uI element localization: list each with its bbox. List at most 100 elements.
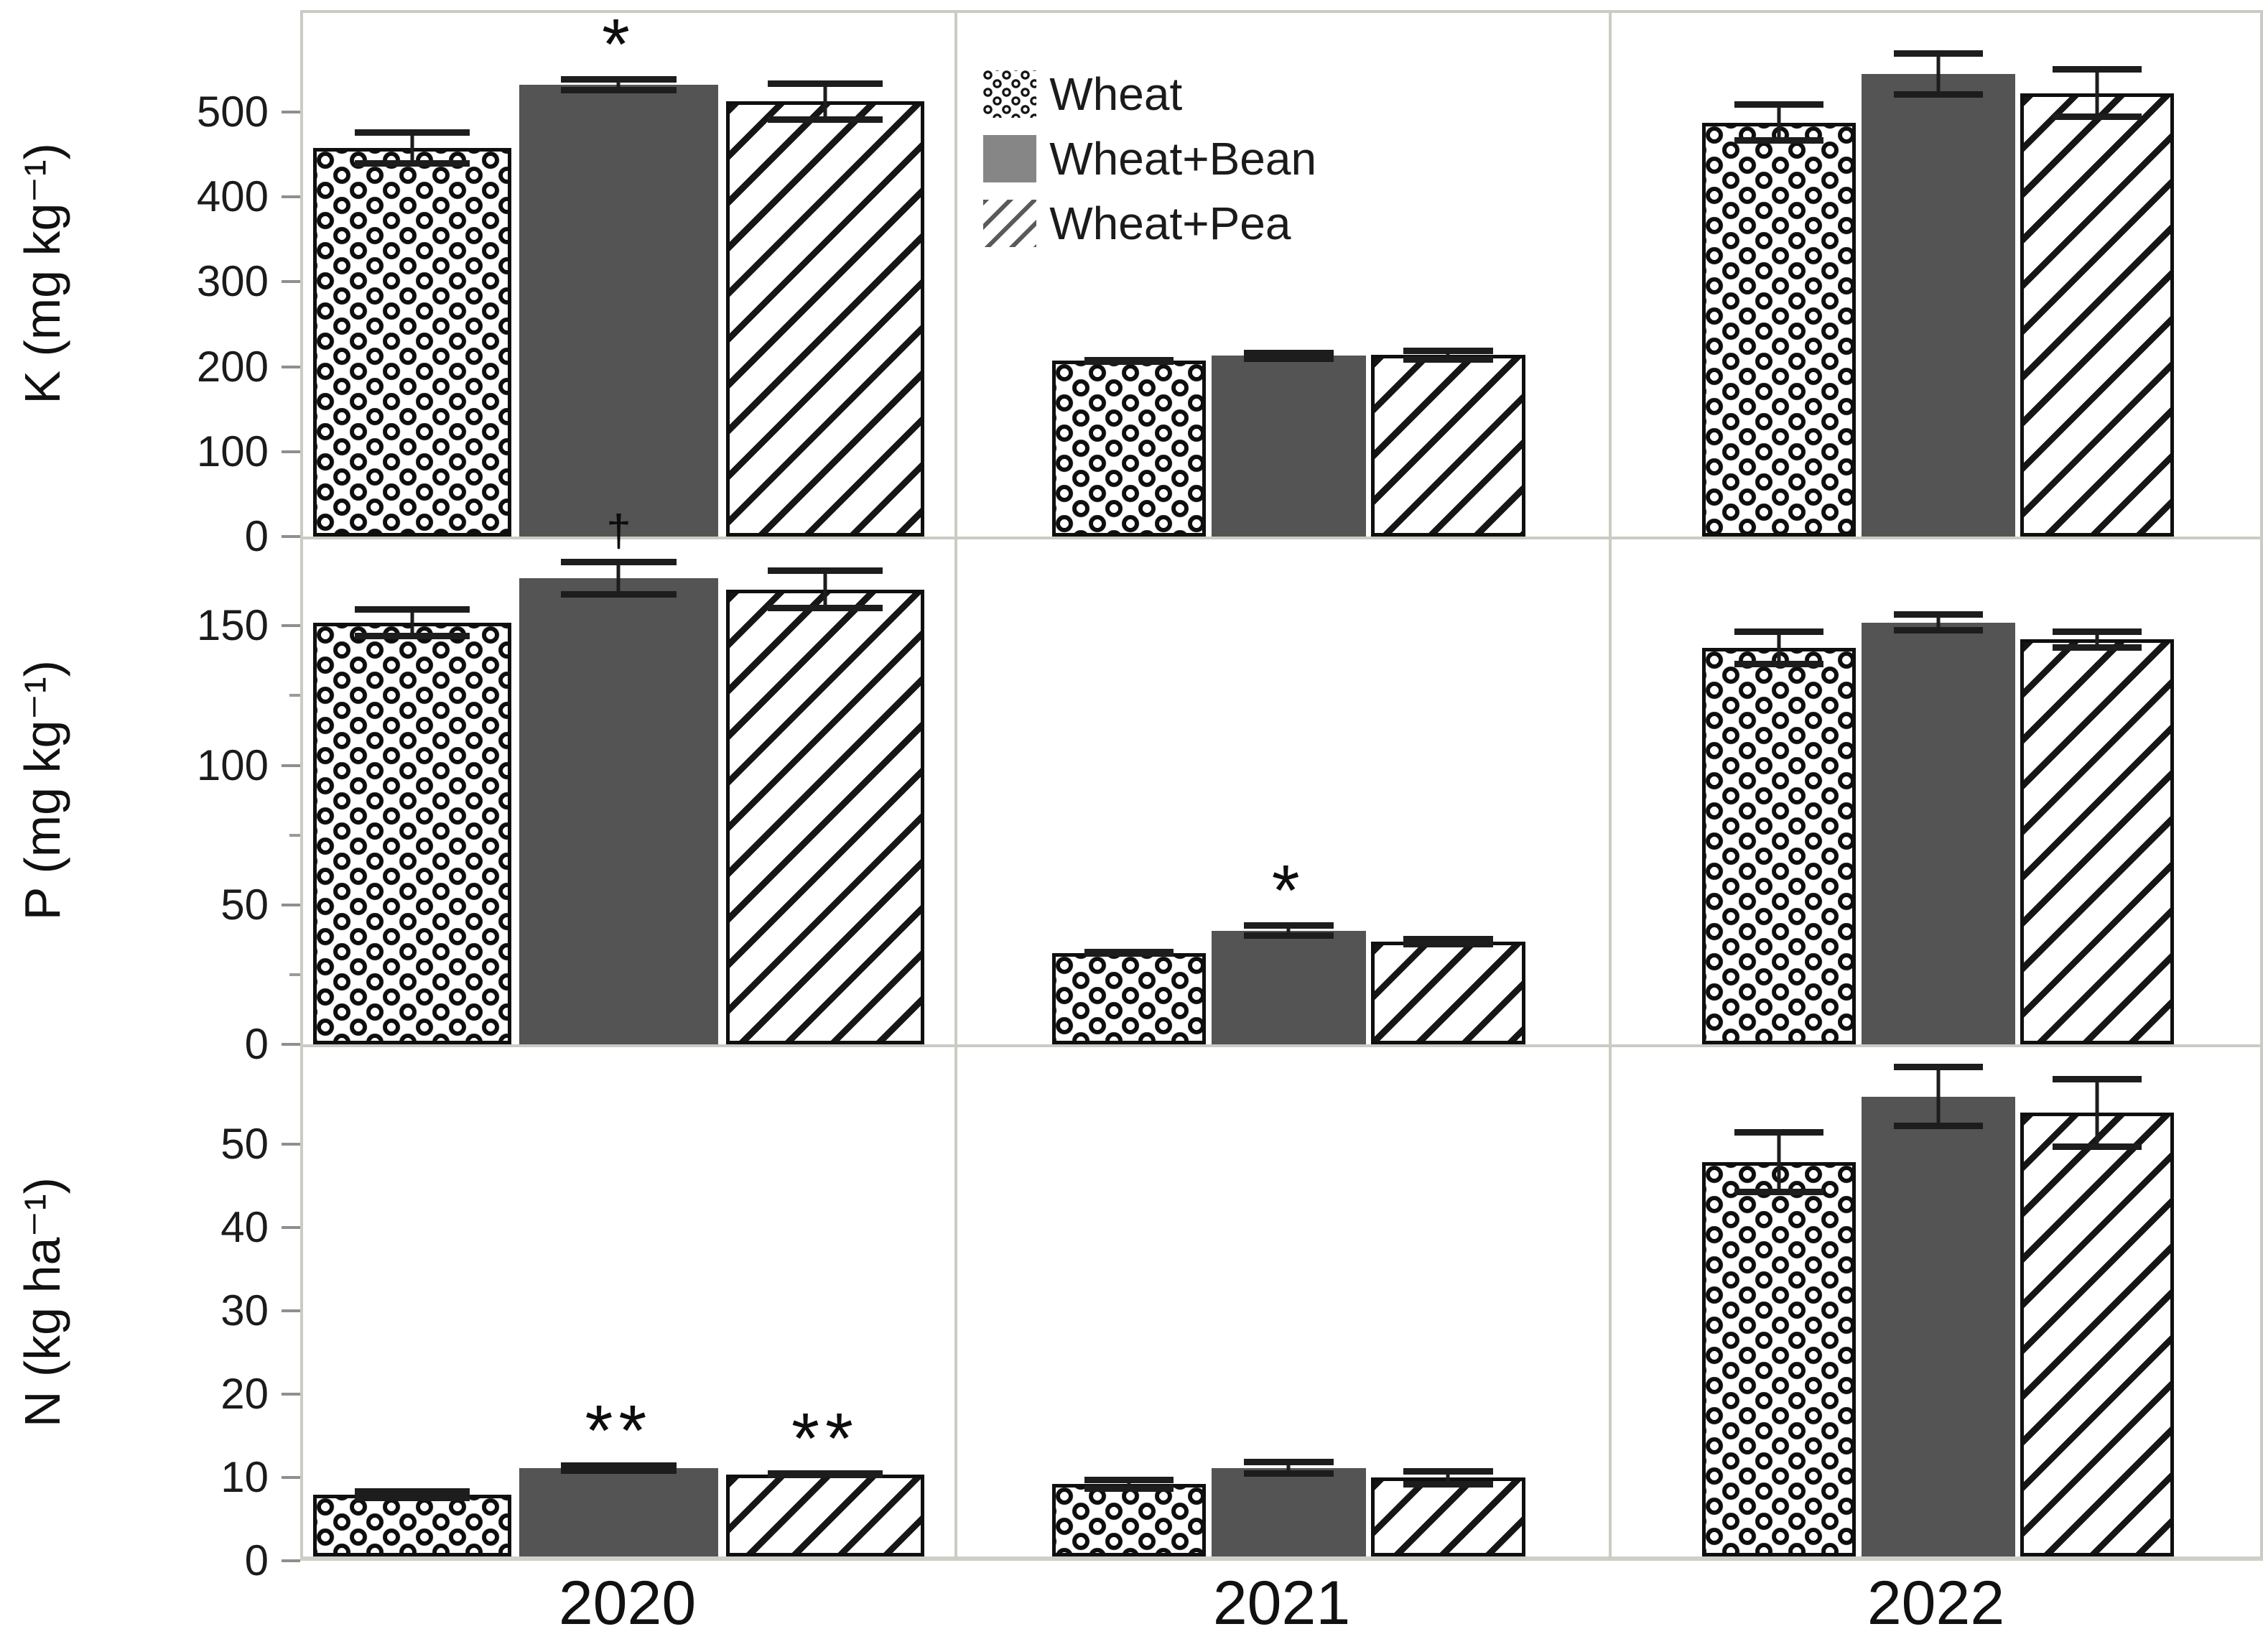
error-bar-lower-cap [1084, 950, 1174, 957]
y-tick-label-400: 400 [196, 172, 269, 221]
error-bar-wheat-2021 [1084, 1477, 1174, 1492]
error-bar-lower-cap [1403, 940, 1493, 947]
error-bar-wheat-2021 [1084, 948, 1174, 957]
x-axis-label-2021: 2021 [1212, 1569, 1351, 1638]
error-bar-lower-cap [1084, 1485, 1174, 1492]
legend: Wheat Wheat+Bean Wheat+Pea [983, 70, 1316, 264]
y-tick-label-500: 500 [196, 87, 269, 136]
significance-marker-wheat-bean-2020: † [606, 506, 631, 557]
panel-k-2020: * [300, 4, 954, 537]
error-bar-wheat-pea-2020 [767, 80, 883, 123]
y-axis-title-cell-k: K (mg kg⁻¹) [0, 10, 85, 537]
panel-k-2021: Wheat Wheat+Bean Wheat+Pea [954, 10, 1609, 537]
error-bar-upper-cap [1084, 1477, 1174, 1484]
error-bar-wheat-pea-2022 [2052, 1076, 2142, 1150]
x-axis-label-cell-2020: 2020 [300, 1561, 954, 1652]
y-tick-mark-500 [282, 110, 300, 113]
error-bar-lower-cap [767, 1472, 883, 1479]
error-bar-wheat-pea-2022 [2052, 628, 2142, 651]
significance-marker-wheat-bean-2021: * [1271, 850, 1306, 932]
error-bar-wheat-2022 [1734, 101, 1824, 144]
error-bar-lower-cap [1403, 356, 1493, 363]
error-bar-line [823, 80, 827, 123]
bar-wheat-bean-2020 [519, 84, 718, 537]
error-bar-upper-cap [1893, 1063, 1983, 1070]
bar-wheat-2021 [1051, 361, 1207, 537]
error-bar-lower-cap [1893, 91, 1983, 98]
error-bar-lower-cap [1243, 1470, 1334, 1477]
error-bar-lower-cap [354, 160, 470, 167]
error-bar-lower-cap [1084, 358, 1174, 366]
error-bar-line [2095, 1076, 2099, 1150]
error-bar-line [2095, 66, 2099, 121]
y-tick-mark-50 [282, 903, 300, 906]
bar-wheat-2020 [312, 148, 512, 537]
error-bar-wheat-2020 [354, 129, 470, 167]
y-minor-tick-mark-125 [289, 694, 300, 697]
bar-wheat-bean-2021 [1211, 356, 1366, 537]
error-bar-wheat-pea-2020 [767, 1470, 883, 1479]
y-tick-mark-50 [282, 1143, 300, 1146]
error-bar-lower-cap [354, 633, 470, 640]
y-tick-label-30: 30 [220, 1286, 269, 1335]
error-bar-wheat-pea-2021 [1403, 936, 1493, 947]
error-bar-line [823, 567, 827, 612]
error-bar-line [410, 1488, 414, 1502]
error-bar-lower-cap [1893, 627, 1983, 634]
bar-wheat-2021 [1051, 952, 1207, 1044]
error-bar-line [1446, 1467, 1450, 1488]
bar-wheat-bean-2021 [1211, 1467, 1366, 1556]
error-bar-line [1936, 611, 1941, 634]
error-bar-wheat-2020 [354, 605, 470, 640]
bar-wheat-bean-2021 [1211, 930, 1366, 1044]
significance-marker-wheat-pea-2020: ** [791, 1398, 859, 1479]
error-bar-lower-cap [561, 86, 677, 93]
bar-wheat-bean-2022 [1861, 622, 2015, 1044]
error-bar-line [1777, 628, 1781, 667]
y-axis-ticks-k: 0 100 200 300 400 500 [85, 10, 300, 558]
y-tick-mark-20 [282, 1393, 300, 1396]
y-tick-mark-300 [282, 280, 300, 284]
y-axis-title-p: P (mg kg⁻¹) [14, 660, 70, 921]
error-bar-line [1446, 347, 1450, 363]
error-bar-wheat-bean-2020 [561, 1462, 677, 1474]
y-tick-mark-0 [282, 1559, 300, 1562]
bar-wheat-2022 [1702, 647, 1857, 1044]
error-bar-lower-cap [561, 591, 677, 598]
error-bar-upper-cap [1734, 628, 1824, 635]
error-bar-wheat-bean-2022 [1893, 611, 1983, 634]
error-bar-line [1286, 1458, 1291, 1477]
error-bar-wheat-bean-2021 [1243, 350, 1334, 362]
solid-gray-swatch-icon [983, 135, 1037, 183]
y-tick-mark-100 [282, 764, 300, 767]
error-bar-wheat-2022 [1734, 1129, 1824, 1195]
y-tick-mark-0 [282, 535, 300, 538]
bar-wheat-pea-2020 [725, 1474, 925, 1556]
y-tick-mark-200 [282, 365, 300, 368]
legend-item-wheat: Wheat [983, 70, 1316, 119]
y-tick-mark-30 [282, 1309, 300, 1313]
error-bar-line [1777, 1129, 1781, 1195]
bar-wheat-bean-2022 [1861, 73, 2015, 537]
error-bar-line [616, 76, 621, 93]
error-bar-upper-cap [354, 1488, 470, 1495]
bar-wheat-2020 [312, 1495, 512, 1556]
diagonal-hatch-swatch-icon [983, 200, 1037, 248]
error-bar-line [1127, 1477, 1131, 1492]
panel-k-2022 [1609, 10, 2263, 537]
error-bar-lower-cap [767, 605, 883, 612]
error-bar-wheat-bean-2022 [1893, 50, 1983, 98]
significance-marker-wheat-bean-2020: * [601, 4, 636, 85]
bar-wheat-pea-2022 [2020, 1113, 2174, 1556]
error-bar-upper-cap [354, 605, 470, 613]
y-tick-label-0: 0 [244, 512, 269, 560]
bar-wheat-pea-2020 [725, 101, 925, 537]
error-bar-upper-cap [1243, 1458, 1334, 1465]
error-bar-line [2095, 628, 2099, 651]
error-bar-upper-cap [1893, 50, 1983, 57]
legend-label-wheat-pea: Wheat+Pea [1049, 198, 1291, 250]
y-tick-label-0: 0 [244, 1020, 269, 1068]
error-bar-upper-cap [1403, 1467, 1493, 1475]
legend-item-wheat-pea: Wheat+Pea [983, 198, 1316, 250]
